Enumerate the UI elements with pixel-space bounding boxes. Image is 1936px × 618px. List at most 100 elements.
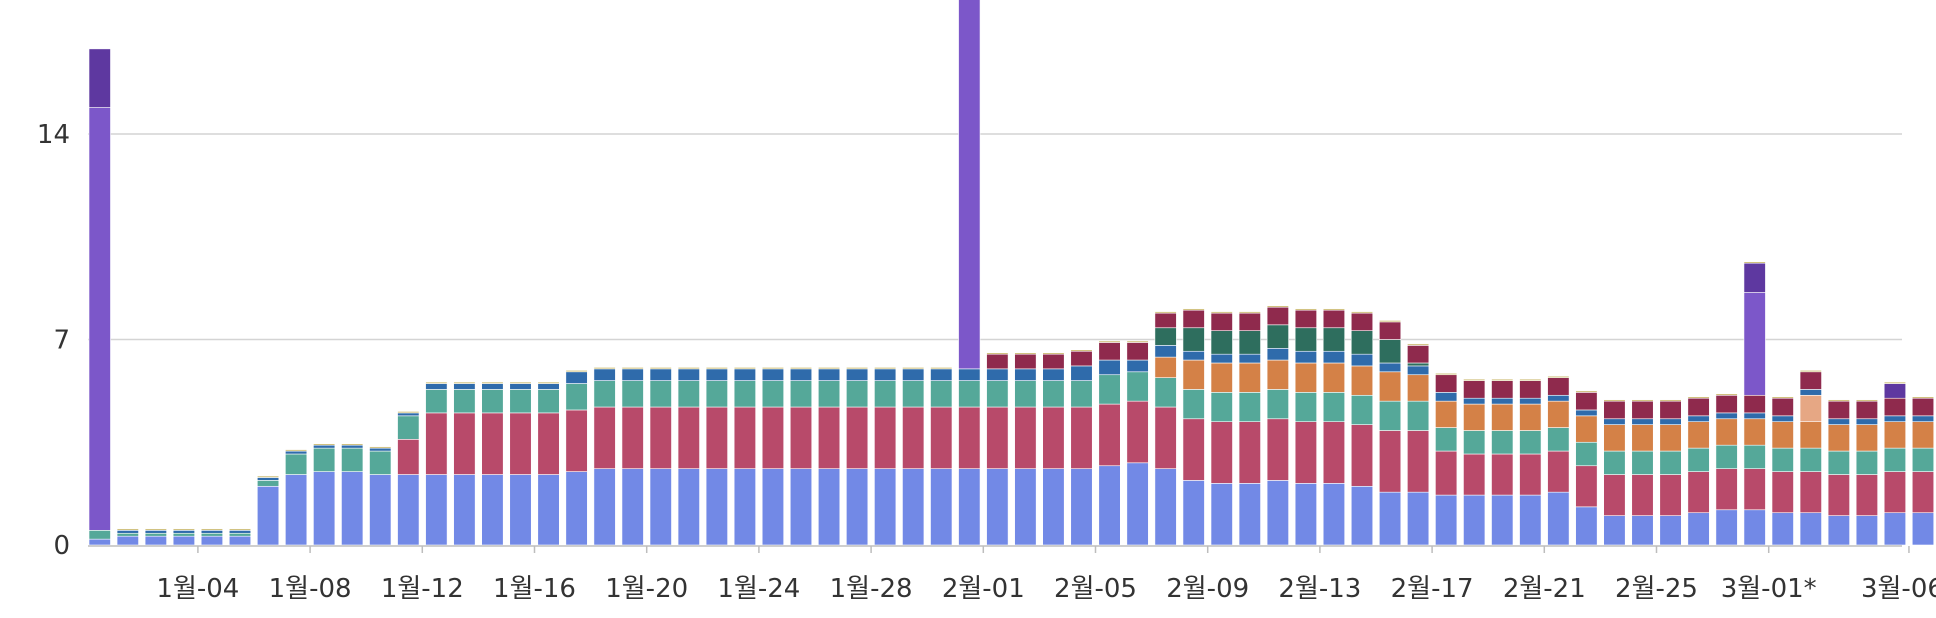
bar-43-segment-6	[1294, 327, 1317, 352]
bar-61-segment-4	[1799, 394, 1822, 422]
bar-31-segment-5	[958, 368, 981, 381]
bar-19-segment-2	[621, 380, 644, 408]
bar-18-segment-2	[593, 380, 616, 408]
bar-59-segment-5	[1743, 412, 1766, 420]
bar-27-segment-2	[846, 380, 869, 408]
bar-41-segment-3	[1238, 362, 1261, 393]
bar-12-segment-10	[425, 381, 448, 384]
bar-13	[453, 381, 476, 546]
bar-48-segment-5	[1435, 392, 1458, 402]
bar-44-segment-6	[1322, 327, 1345, 352]
bar-42-segment-0	[1266, 480, 1289, 546]
x-tick-label: 3월-01*	[1721, 574, 1817, 604]
bar-42-segment-7	[1266, 306, 1289, 326]
bar-58-segment-2	[1715, 444, 1738, 469]
bar-25-segment-2	[789, 380, 813, 408]
bar-4-segment-2	[200, 532, 223, 537]
bar-1-segment-0	[116, 535, 139, 546]
bar-8	[313, 443, 336, 546]
bar-44-segment-5	[1322, 350, 1345, 364]
bar-52-segment-10	[1547, 375, 1570, 378]
bar-51-segment-10	[1519, 378, 1542, 381]
bar-15	[509, 381, 532, 546]
bar-61-segment-1	[1799, 471, 1822, 514]
bar-45-segment-7	[1350, 312, 1374, 331]
bar-20-segment-2	[649, 380, 672, 408]
x-tick-label: 1월-12	[381, 574, 464, 604]
bar-57-segment-1	[1687, 471, 1710, 514]
bar-42-segment-2	[1266, 389, 1289, 420]
bar-59-segment-7	[1743, 394, 1766, 414]
bar-61-segment-3	[1799, 421, 1822, 449]
bar-20	[649, 367, 672, 546]
bar-13-segment-0	[453, 474, 476, 546]
bar-37-segment-1	[1126, 400, 1149, 464]
bar-43-segment-5	[1294, 350, 1317, 364]
bar-29	[902, 367, 925, 546]
bar-14	[481, 381, 504, 546]
bar-24	[761, 367, 785, 546]
bar-36-segment-7	[1098, 342, 1121, 361]
bar-50-segment-7	[1491, 380, 1514, 399]
bar-43-segment-1	[1294, 421, 1317, 484]
bar-17-segment-10	[565, 370, 588, 373]
bar-56-segment-2	[1659, 450, 1682, 475]
bar-24-segment-2	[761, 380, 785, 408]
bar-8-segment-0	[313, 471, 336, 546]
bar-56-segment-10	[1659, 399, 1682, 402]
bar-0	[88, 48, 111, 546]
x-tick-label: 1월-28	[830, 574, 913, 604]
bar-64-segment-0	[1883, 512, 1906, 546]
bar-45-segment-1	[1350, 424, 1374, 487]
bar-39	[1182, 308, 1205, 546]
bar-9-segment-10	[341, 443, 364, 446]
bar-15-segment-0	[509, 474, 532, 546]
bar-22-segment-1	[705, 406, 728, 469]
bar-32-segment-7	[986, 353, 1009, 370]
bar-27-segment-10	[846, 367, 869, 370]
bar-42	[1266, 305, 1289, 546]
bar-26-segment-5	[817, 368, 841, 381]
bar-53-segment-5	[1575, 409, 1598, 417]
bar-17-segment-5	[565, 371, 588, 384]
bar-40-segment-10	[1210, 311, 1233, 314]
bar-43-segment-0	[1294, 483, 1317, 546]
bar-48-segment-2	[1435, 427, 1458, 452]
bar-63-segment-1	[1855, 474, 1878, 516]
bar-15-segment-5	[509, 383, 532, 390]
bar-60-segment-10	[1771, 396, 1794, 399]
bar-2-segment-2	[144, 532, 167, 537]
bar-48-segment-1	[1435, 450, 1458, 496]
bar-43-segment-2	[1294, 392, 1317, 422]
bar-41-segment-6	[1238, 330, 1261, 355]
bars	[88, 0, 1935, 546]
bar-51-segment-0	[1519, 494, 1542, 546]
bar-11	[397, 411, 420, 546]
bar-17-segment-2	[565, 383, 588, 411]
bar-39-segment-2	[1182, 389, 1205, 420]
bar-37-segment-5	[1126, 359, 1149, 373]
x-tick-label: 2월-13	[1278, 574, 1361, 604]
bar-40-segment-3	[1210, 362, 1233, 393]
bar-35-segment-5	[1070, 365, 1093, 381]
bar-5-segment-2	[228, 532, 252, 537]
bar-49-segment-7	[1463, 380, 1486, 399]
bar-40	[1210, 311, 1233, 546]
bar-62-segment-10	[1827, 399, 1850, 402]
bar-41-segment-5	[1238, 353, 1261, 364]
bar-60-segment-0	[1771, 512, 1794, 546]
bar-27-segment-1	[846, 406, 869, 469]
bar-44-segment-7	[1322, 309, 1345, 329]
bar-16	[537, 381, 560, 546]
bar-40-segment-1	[1210, 421, 1233, 484]
bar-14-segment-10	[481, 381, 504, 384]
bar-9	[341, 443, 364, 546]
bar-63-segment-2	[1855, 450, 1878, 475]
bar-51-segment-1	[1519, 453, 1542, 496]
bar-55-segment-2	[1631, 450, 1654, 475]
bar-35-segment-10	[1070, 349, 1093, 352]
bar-12-segment-0	[425, 474, 448, 546]
bar-14-segment-2	[481, 389, 504, 414]
bar-40-segment-7	[1210, 312, 1233, 331]
bar-45-segment-3	[1350, 365, 1374, 396]
